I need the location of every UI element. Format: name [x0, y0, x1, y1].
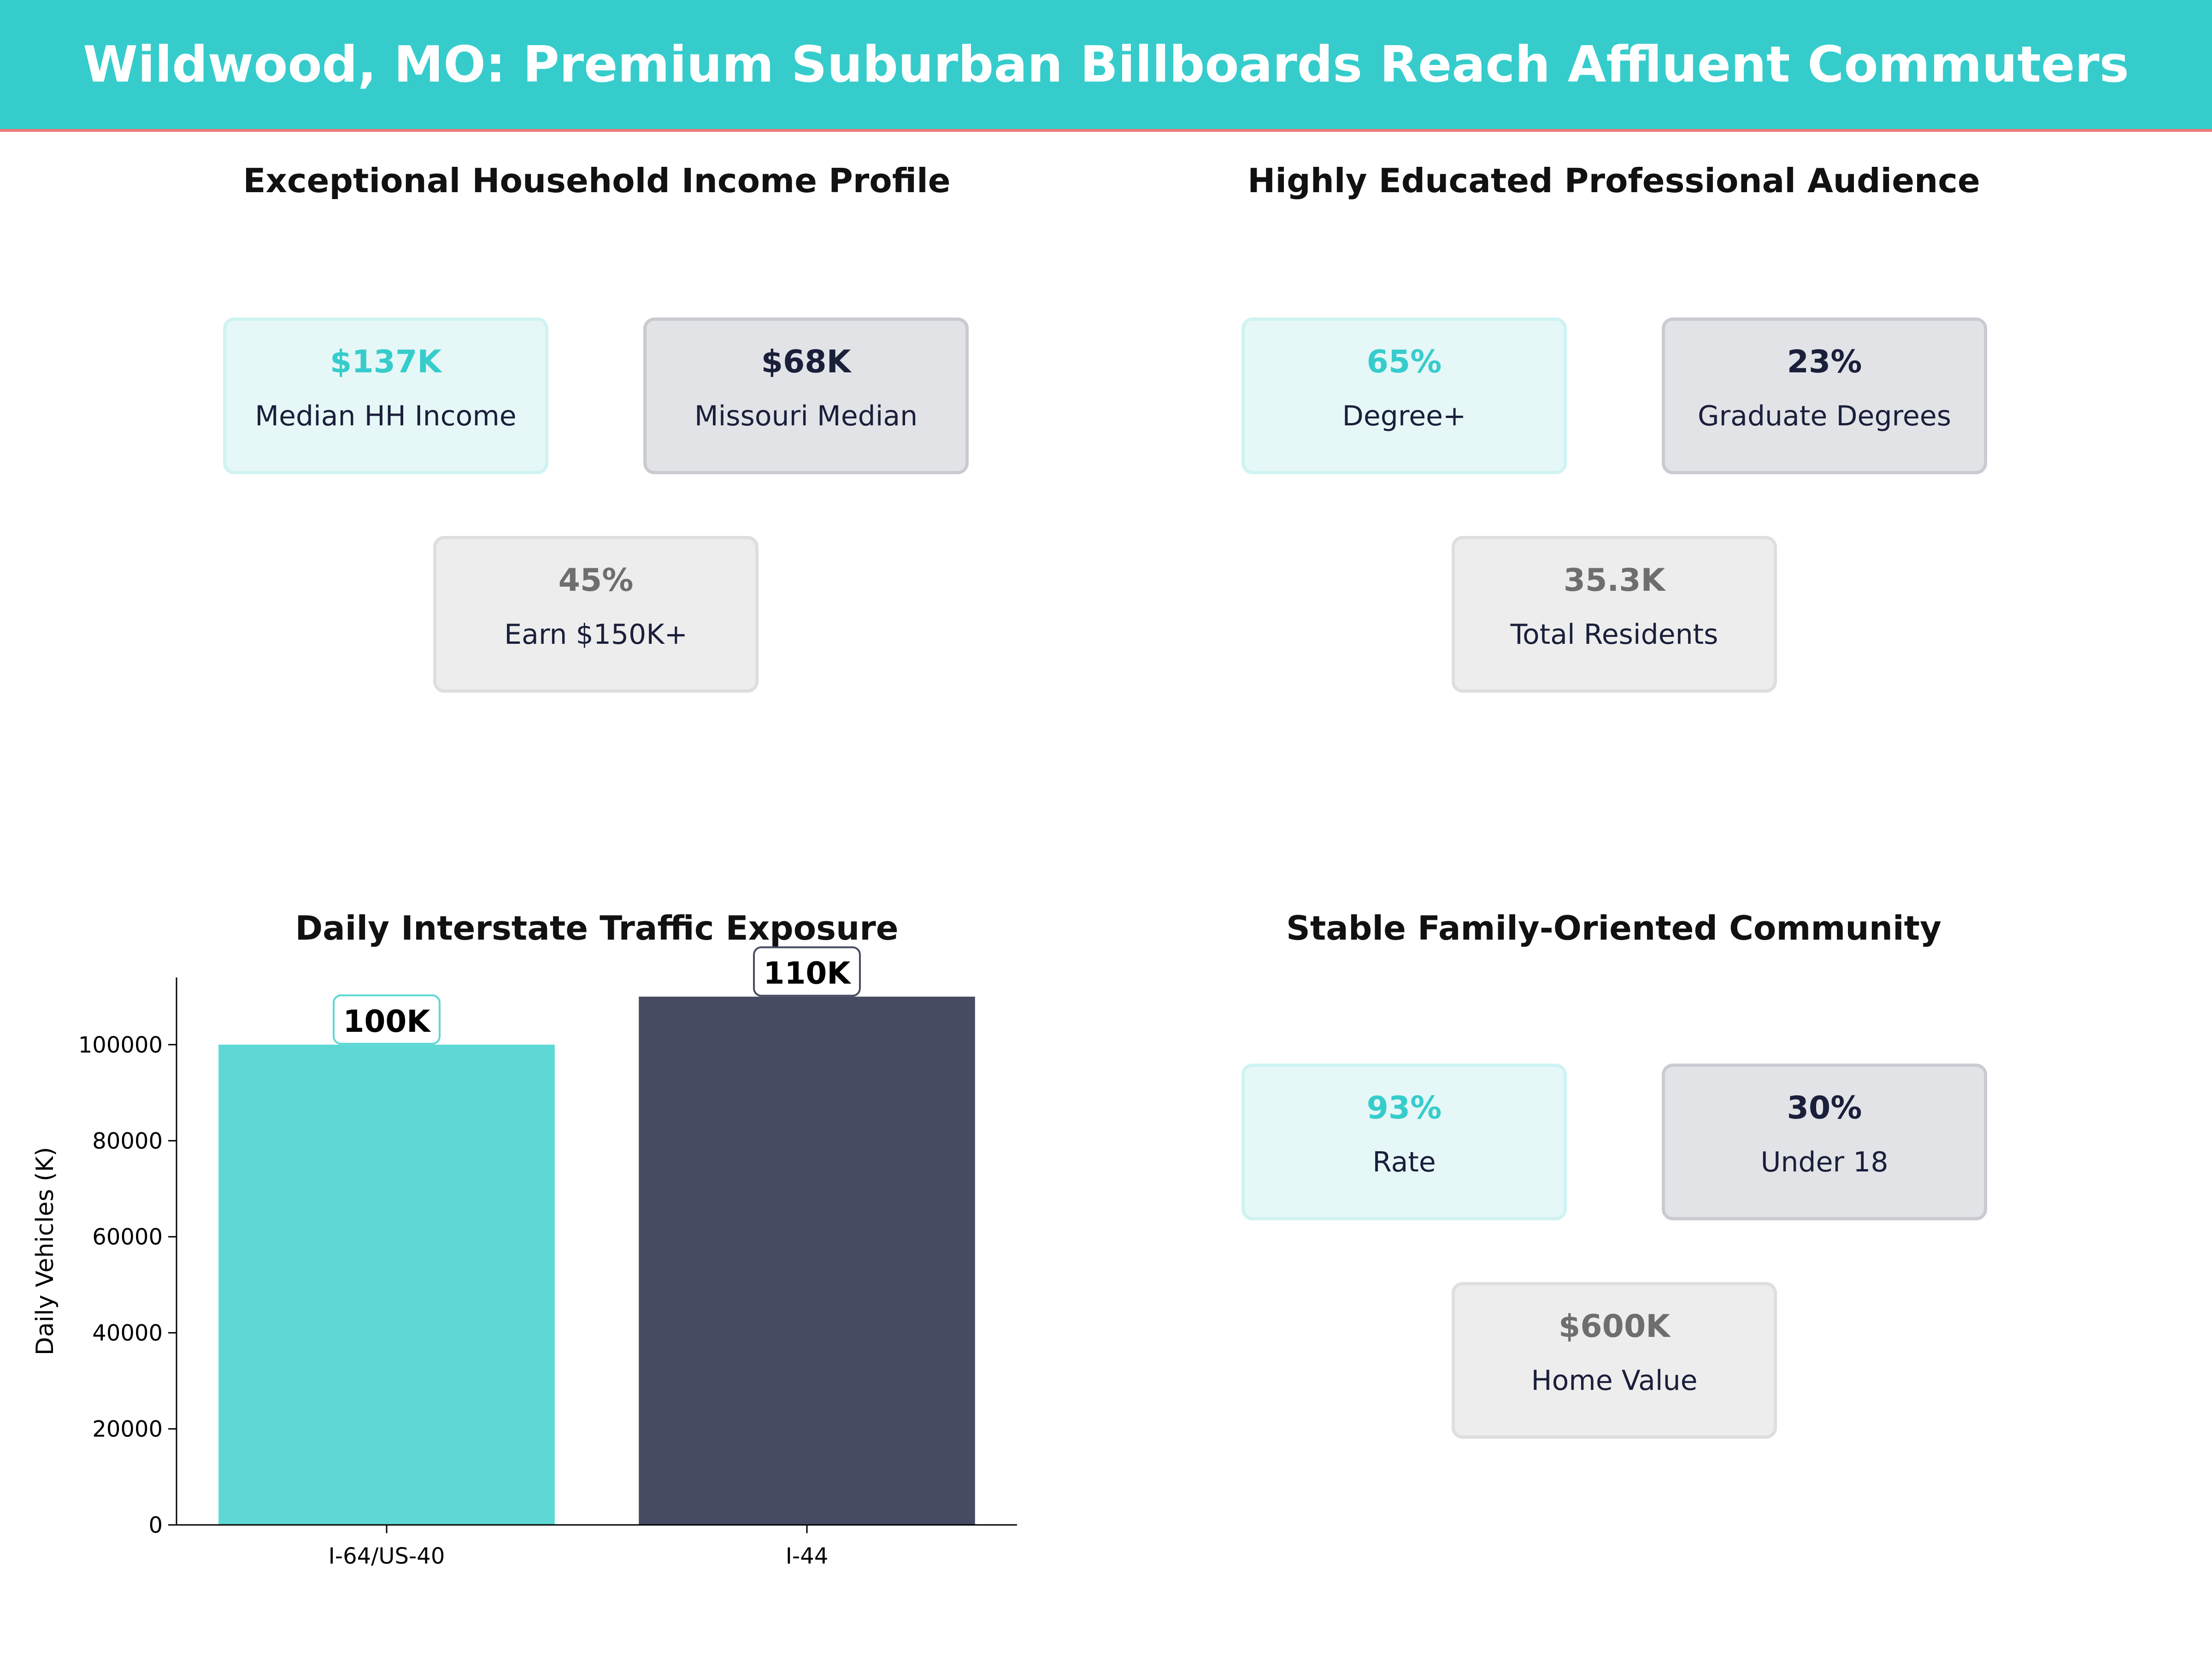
- data-label-box-1: [753, 946, 861, 997]
- stat-value: $600K: [1559, 1308, 1670, 1345]
- page-title: Wildwood, MO: Premium Suburban Billboard…: [83, 35, 2129, 94]
- header-banner: Wildwood, MO: Premium Suburban Billboard…: [0, 0, 2212, 132]
- stat-label: Missouri Median: [694, 400, 918, 432]
- stat-value: $68K: [761, 344, 851, 380]
- stat-value: 65%: [1366, 344, 1442, 380]
- x-tick-label: I-64/US-40: [329, 1543, 445, 1569]
- stat-label: Home Value: [1531, 1365, 1698, 1397]
- stat-card: 93% Rate: [1241, 1064, 1567, 1220]
- stat-label: Total Residents: [1510, 618, 1718, 651]
- stat-value: 23%: [1787, 344, 1862, 380]
- stat-card: $137K Median HH Income: [223, 318, 548, 474]
- data-label: 110K: [764, 956, 852, 991]
- y-tick-label: 60000: [92, 1224, 163, 1250]
- x-tick-label: I-44: [786, 1543, 829, 1569]
- panel-title-education: Highly Educated Professional Audience: [1247, 161, 1980, 200]
- panel-title-income: Exceptional Household Income Profile: [243, 161, 951, 200]
- chart-title: Daily Interstate Traffic Exposure: [295, 909, 899, 947]
- data-label: 100K: [343, 1004, 432, 1039]
- data-label-box-0: [333, 994, 441, 1045]
- panel-title-family: Stable Family-Oriented Community: [1286, 909, 1941, 947]
- stat-value: 35.3K: [1563, 562, 1665, 599]
- stat-card: $68K Missouri Median: [643, 318, 969, 474]
- y-tick-label: 0: [148, 1512, 163, 1538]
- stat-value: 30%: [1787, 1090, 1862, 1126]
- stat-value: $137K: [330, 344, 441, 380]
- stat-card: 35.3K Total Residents: [1452, 536, 1777, 693]
- y-tick-label: 100000: [78, 1032, 163, 1058]
- stat-label: Earn $150K+: [504, 618, 688, 651]
- stat-card: 30% Under 18: [1662, 1064, 1987, 1220]
- bar-0: [218, 1044, 555, 1525]
- stat-label: Degree+: [1342, 400, 1466, 432]
- stat-label: Under 18: [1760, 1146, 1888, 1178]
- stat-label: Graduate Degrees: [1698, 400, 1951, 432]
- bar-1: [639, 996, 975, 1525]
- stat-card: $600K Home Value: [1452, 1282, 1777, 1439]
- stat-card: 65% Degree+: [1241, 318, 1567, 474]
- stat-card: 23% Graduate Degrees: [1662, 318, 1987, 474]
- stat-value: 45%: [558, 562, 634, 599]
- stat-label: Median HH Income: [255, 400, 517, 432]
- y-tick-label: 40000: [92, 1320, 163, 1346]
- stat-label: Rate: [1372, 1146, 1436, 1178]
- y-tick-label: 20000: [92, 1417, 163, 1442]
- stat-value: 93%: [1366, 1090, 1442, 1126]
- stat-card: 45% Earn $150K+: [433, 536, 759, 693]
- y-axis-label: Daily Vehicles (K): [31, 1147, 59, 1355]
- y-tick-label: 80000: [92, 1128, 163, 1154]
